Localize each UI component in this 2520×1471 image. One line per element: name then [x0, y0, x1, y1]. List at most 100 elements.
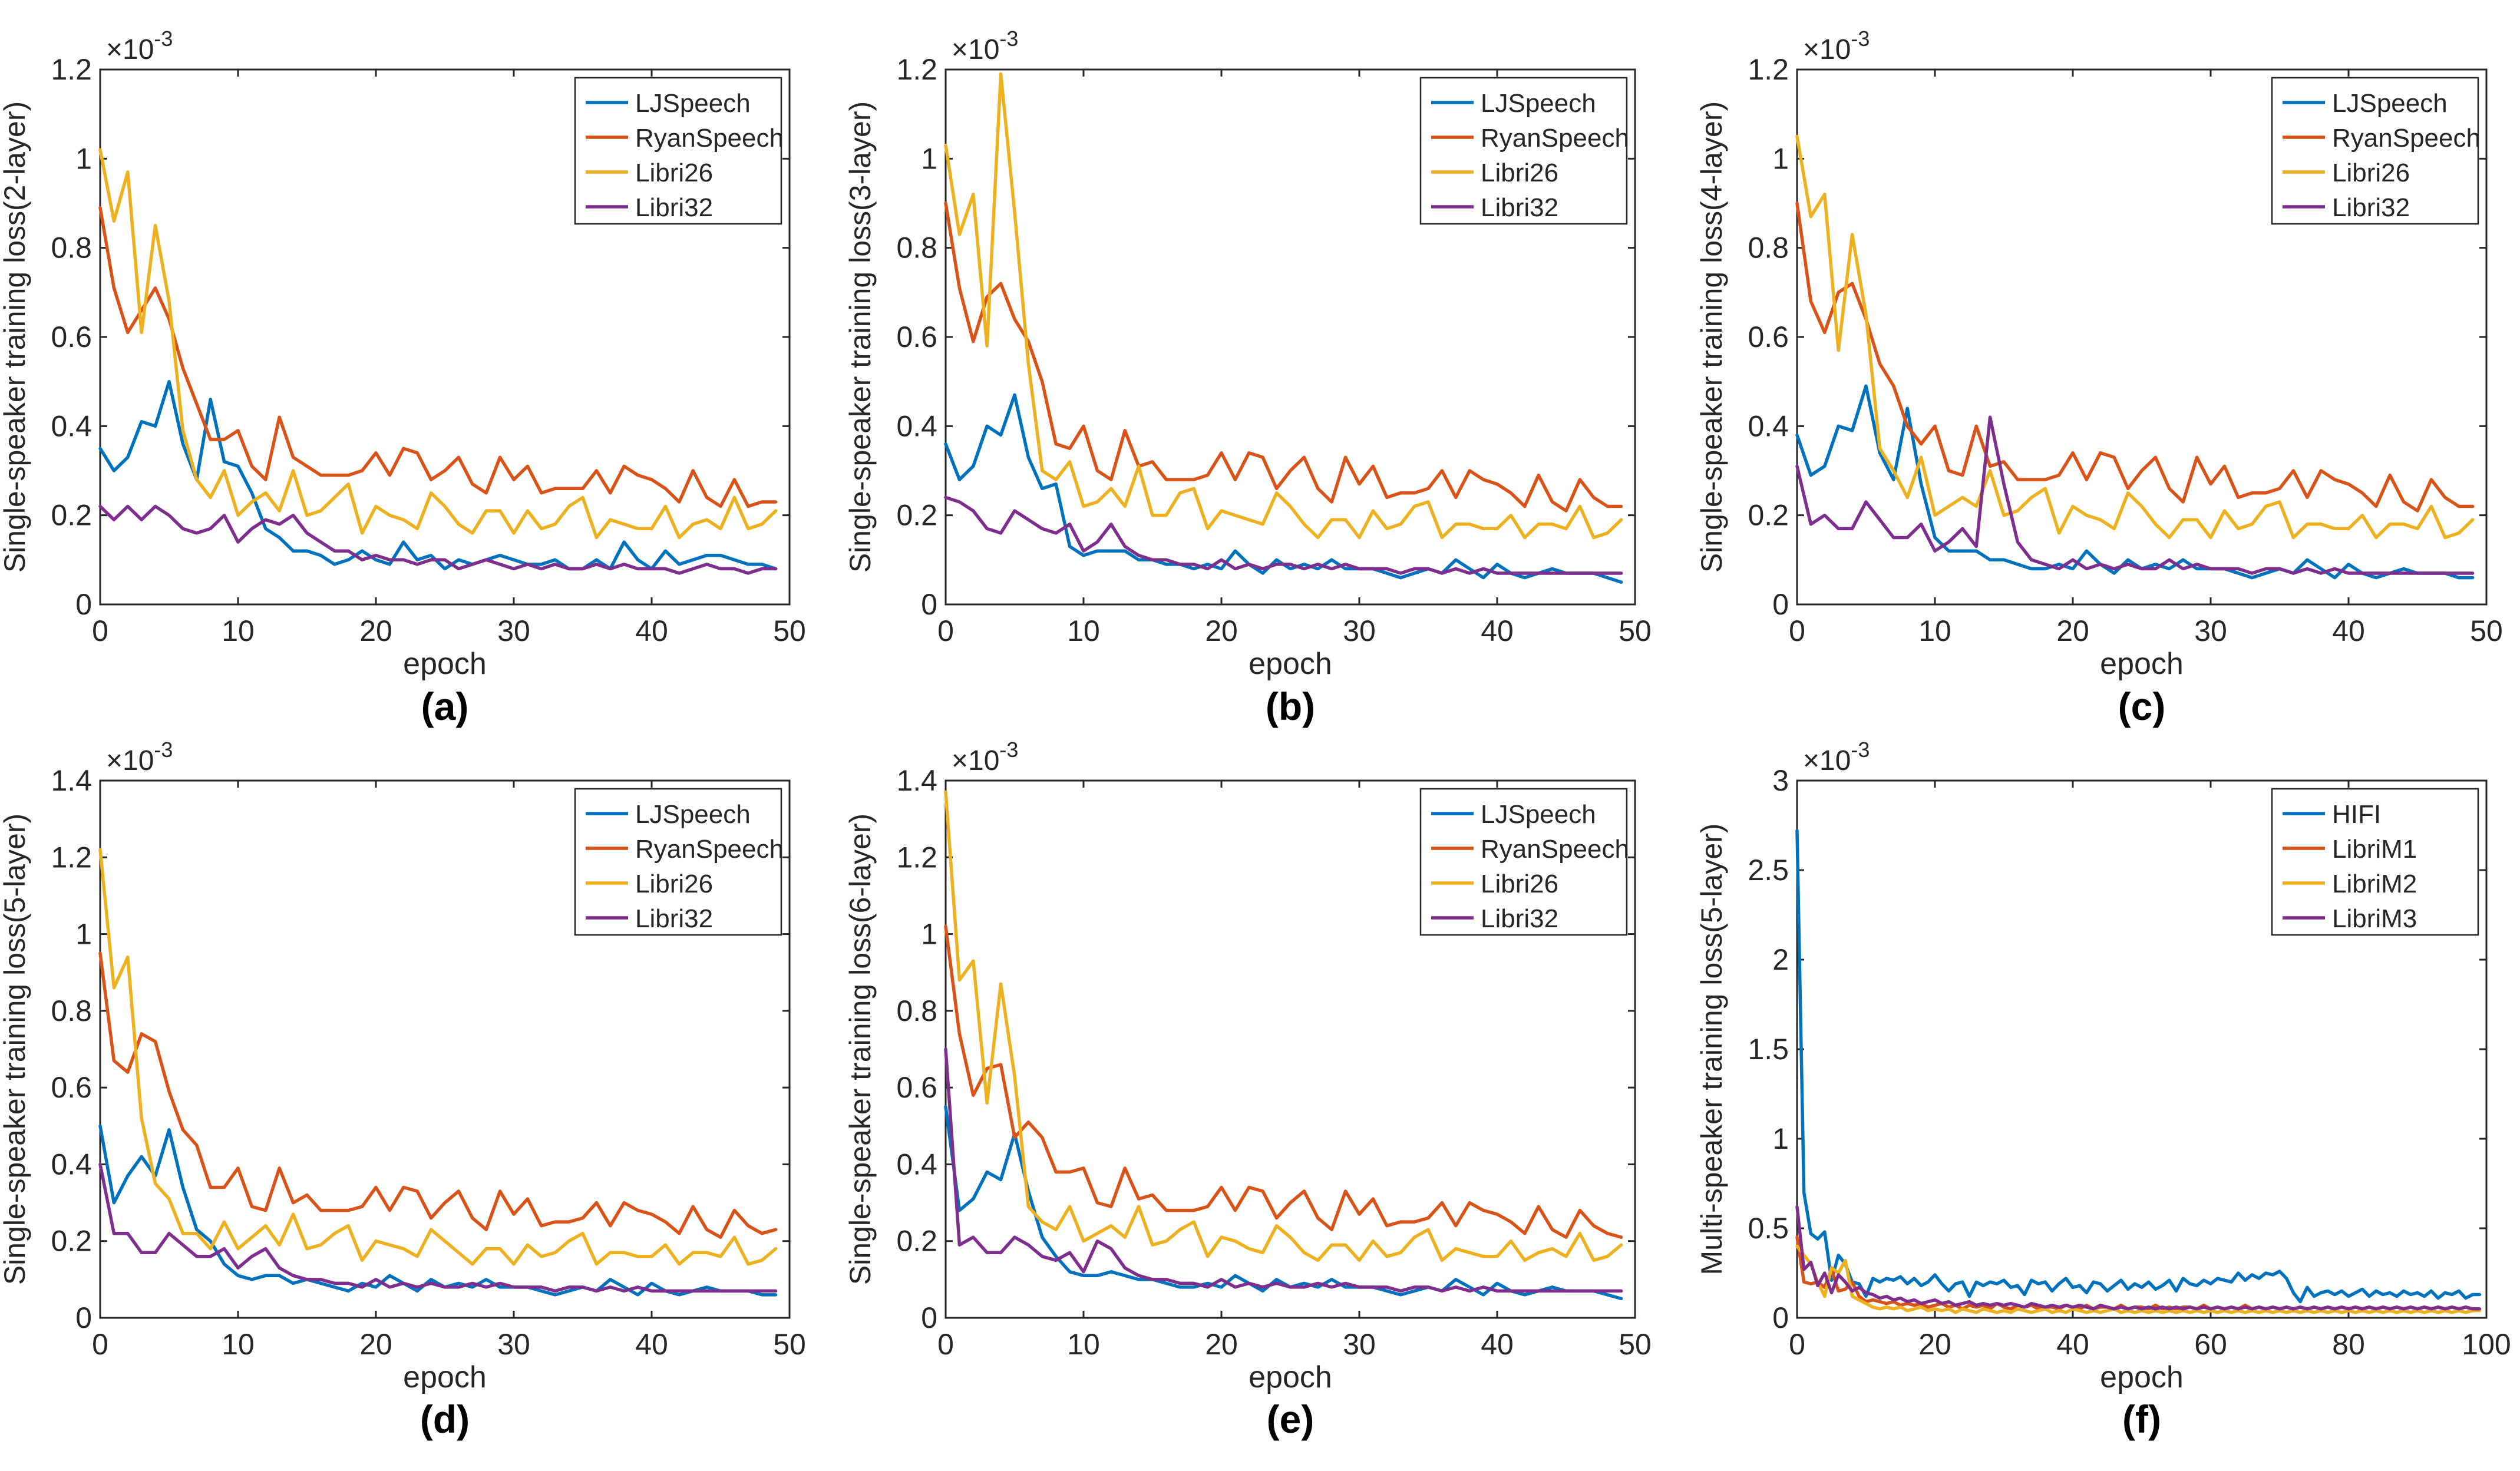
x-tick-label: 30 — [1343, 1328, 1376, 1361]
exponent-base: ×10 — [952, 745, 999, 776]
legend-entry-label: LJSpeech — [635, 89, 751, 118]
exponent-base: ×10 — [106, 745, 154, 776]
y-tick-label: 0.8 — [51, 232, 92, 265]
chart-panel: 0 10 20 30 40 50 0 0.2 0.4 0.6 0.8 1 1.2 1.4 ×10-3 epoc… — [844, 738, 1652, 1441]
x-axis-label: epoch — [2100, 1360, 2184, 1394]
legend: LJSpeech RyanSpeech Libri26 Libri32 — [1419, 788, 1629, 936]
series-line-ljspeech — [98, 379, 778, 571]
y-tick-label: 1 — [921, 918, 937, 951]
x-tick-label: 0 — [92, 1328, 108, 1361]
x-tick-label: 20 — [1205, 614, 1238, 647]
legend: HIFI LibriM1 LibriM2 LibriM3 — [2271, 788, 2479, 936]
x-tick-label: 40 — [1481, 614, 1514, 647]
x-tick-label: 30 — [497, 1328, 530, 1361]
panel-label: (b) — [1266, 685, 1315, 728]
y-tick-label: 0.5 — [1748, 1212, 1789, 1245]
y-tick-label: 0.6 — [1748, 320, 1789, 353]
y-tick-label: 1.2 — [896, 841, 937, 874]
y-tick-label: 0.6 — [896, 320, 937, 353]
x-axis-label: epoch — [403, 1360, 487, 1394]
legend-entry-label: Libri26 — [1481, 870, 1558, 898]
y-tick-label: 0.8 — [51, 994, 92, 1027]
y-axis-exponent: ×10-3 — [1803, 738, 1870, 776]
exponent-power: -3 — [154, 27, 173, 51]
x-axis-label: epoch — [1249, 647, 1332, 681]
legend-entry-label: HIFI — [2332, 800, 2381, 829]
y-tick-label: 0.2 — [1748, 499, 1789, 532]
series-line-libri32 — [98, 504, 778, 575]
y-tick-label: 0 — [75, 1301, 92, 1334]
series-line-libri32 — [944, 1047, 1623, 1293]
x-tick-label: 10 — [222, 614, 255, 647]
y-axis-exponent: ×10-3 — [952, 27, 1018, 65]
exponent-power: -3 — [1851, 27, 1870, 51]
panel-label: (c) — [2118, 685, 2166, 728]
x-tick-label: 60 — [2194, 1328, 2227, 1361]
series-line-libri32 — [1795, 415, 2475, 575]
y-tick-label: 1 — [75, 918, 92, 951]
legend-entry-label: Libri32 — [1481, 904, 1558, 933]
exponent-power: -3 — [999, 738, 1018, 762]
legend-entry-label: LJSpeech — [635, 800, 751, 829]
y-tick-label: 0.2 — [896, 1225, 937, 1258]
x-tick-label: 50 — [773, 614, 806, 647]
series-line-libri26 — [98, 148, 778, 540]
y-tick-label: 1 — [1772, 142, 1789, 175]
exponent-base: ×10 — [106, 34, 154, 65]
y-axis-exponent: ×10-3 — [1803, 27, 1870, 65]
legend-entry-label: LJSpeech — [1481, 89, 1596, 118]
series-line-librim3 — [1795, 1205, 2482, 1311]
y-tick-label: 2.5 — [1748, 854, 1789, 887]
y-tick-label: 1.2 — [51, 53, 92, 86]
x-tick-label: 20 — [1205, 1328, 1238, 1361]
legend: LJSpeech RyanSpeech Libri26 Libri32 — [574, 788, 784, 936]
x-tick-label: 0 — [1789, 614, 1805, 647]
y-tick-label: 0.4 — [1748, 409, 1789, 442]
legend-entry-label: RyanSpeech — [1481, 124, 1629, 153]
legend-entry-label: LibriM1 — [2332, 835, 2417, 864]
y-tick-label: 0.2 — [51, 499, 92, 532]
y-tick-label: 0.6 — [51, 1071, 92, 1104]
y-tick-label: 0 — [75, 588, 92, 621]
x-tick-label: 0 — [1789, 1328, 1805, 1361]
legend-entry-label: Libri26 — [635, 870, 713, 898]
y-axis-exponent: ×10-3 — [106, 738, 173, 776]
y-tick-label: 1.4 — [51, 764, 92, 797]
x-tick-label: 80 — [2332, 1328, 2365, 1361]
y-axis-label: Single-speaker training loss(5-layer) — [0, 814, 31, 1285]
legend-entry-label: RyanSpeech — [635, 124, 784, 153]
y-axis-exponent: ×10-3 — [952, 738, 1018, 776]
x-tick-label: 10 — [1918, 614, 1951, 647]
y-axis-label: Single-speaker training loss(4-layer) — [1695, 101, 1728, 573]
legend-entry-label: LJSpeech — [1481, 800, 1596, 829]
x-tick-label: 30 — [497, 614, 530, 647]
y-tick-label: 1.2 — [1748, 53, 1789, 86]
exponent-power: -3 — [999, 27, 1018, 51]
series-line-ryanspeech — [98, 206, 778, 508]
y-tick-label: 0.4 — [51, 409, 92, 442]
x-tick-label: 40 — [635, 1328, 668, 1361]
y-tick-label: 1 — [75, 142, 92, 175]
series-line-libri26 — [98, 848, 778, 1266]
y-tick-label: 0 — [921, 588, 937, 621]
legend: LJSpeech RyanSpeech Libri26 Libri32 — [1419, 77, 1629, 225]
y-tick-label: 0.6 — [51, 320, 92, 353]
legend-entry-label: Libri26 — [2332, 158, 2410, 187]
series-line-libri26 — [1795, 134, 2475, 540]
y-tick-label: 0 — [1772, 1301, 1789, 1334]
x-tick-label: 10 — [1067, 614, 1100, 647]
legend-entry-label: LibriM2 — [2332, 870, 2417, 898]
x-tick-label: 40 — [1481, 1328, 1514, 1361]
y-tick-label: 0 — [921, 1301, 937, 1334]
y-tick-label: 0.8 — [896, 232, 937, 265]
legend-entry-label: RyanSpeech — [2332, 124, 2481, 153]
legend-entry-label: Libri26 — [635, 158, 713, 187]
chart-panel: 0 10 20 30 40 50 0 0.2 0.4 0.6 0.8 1 1.2 ×10-3 epoch Si… — [0, 27, 806, 728]
exponent-base: ×10 — [1803, 34, 1851, 65]
series-line-libri32 — [98, 1162, 778, 1293]
chart-panel: 0 10 20 30 40 50 0 0.2 0.4 0.6 0.8 1 1.2 ×10-3 epoch Si… — [844, 27, 1652, 728]
series-line-libri32 — [944, 495, 1623, 575]
y-tick-label: 1 — [921, 142, 937, 175]
